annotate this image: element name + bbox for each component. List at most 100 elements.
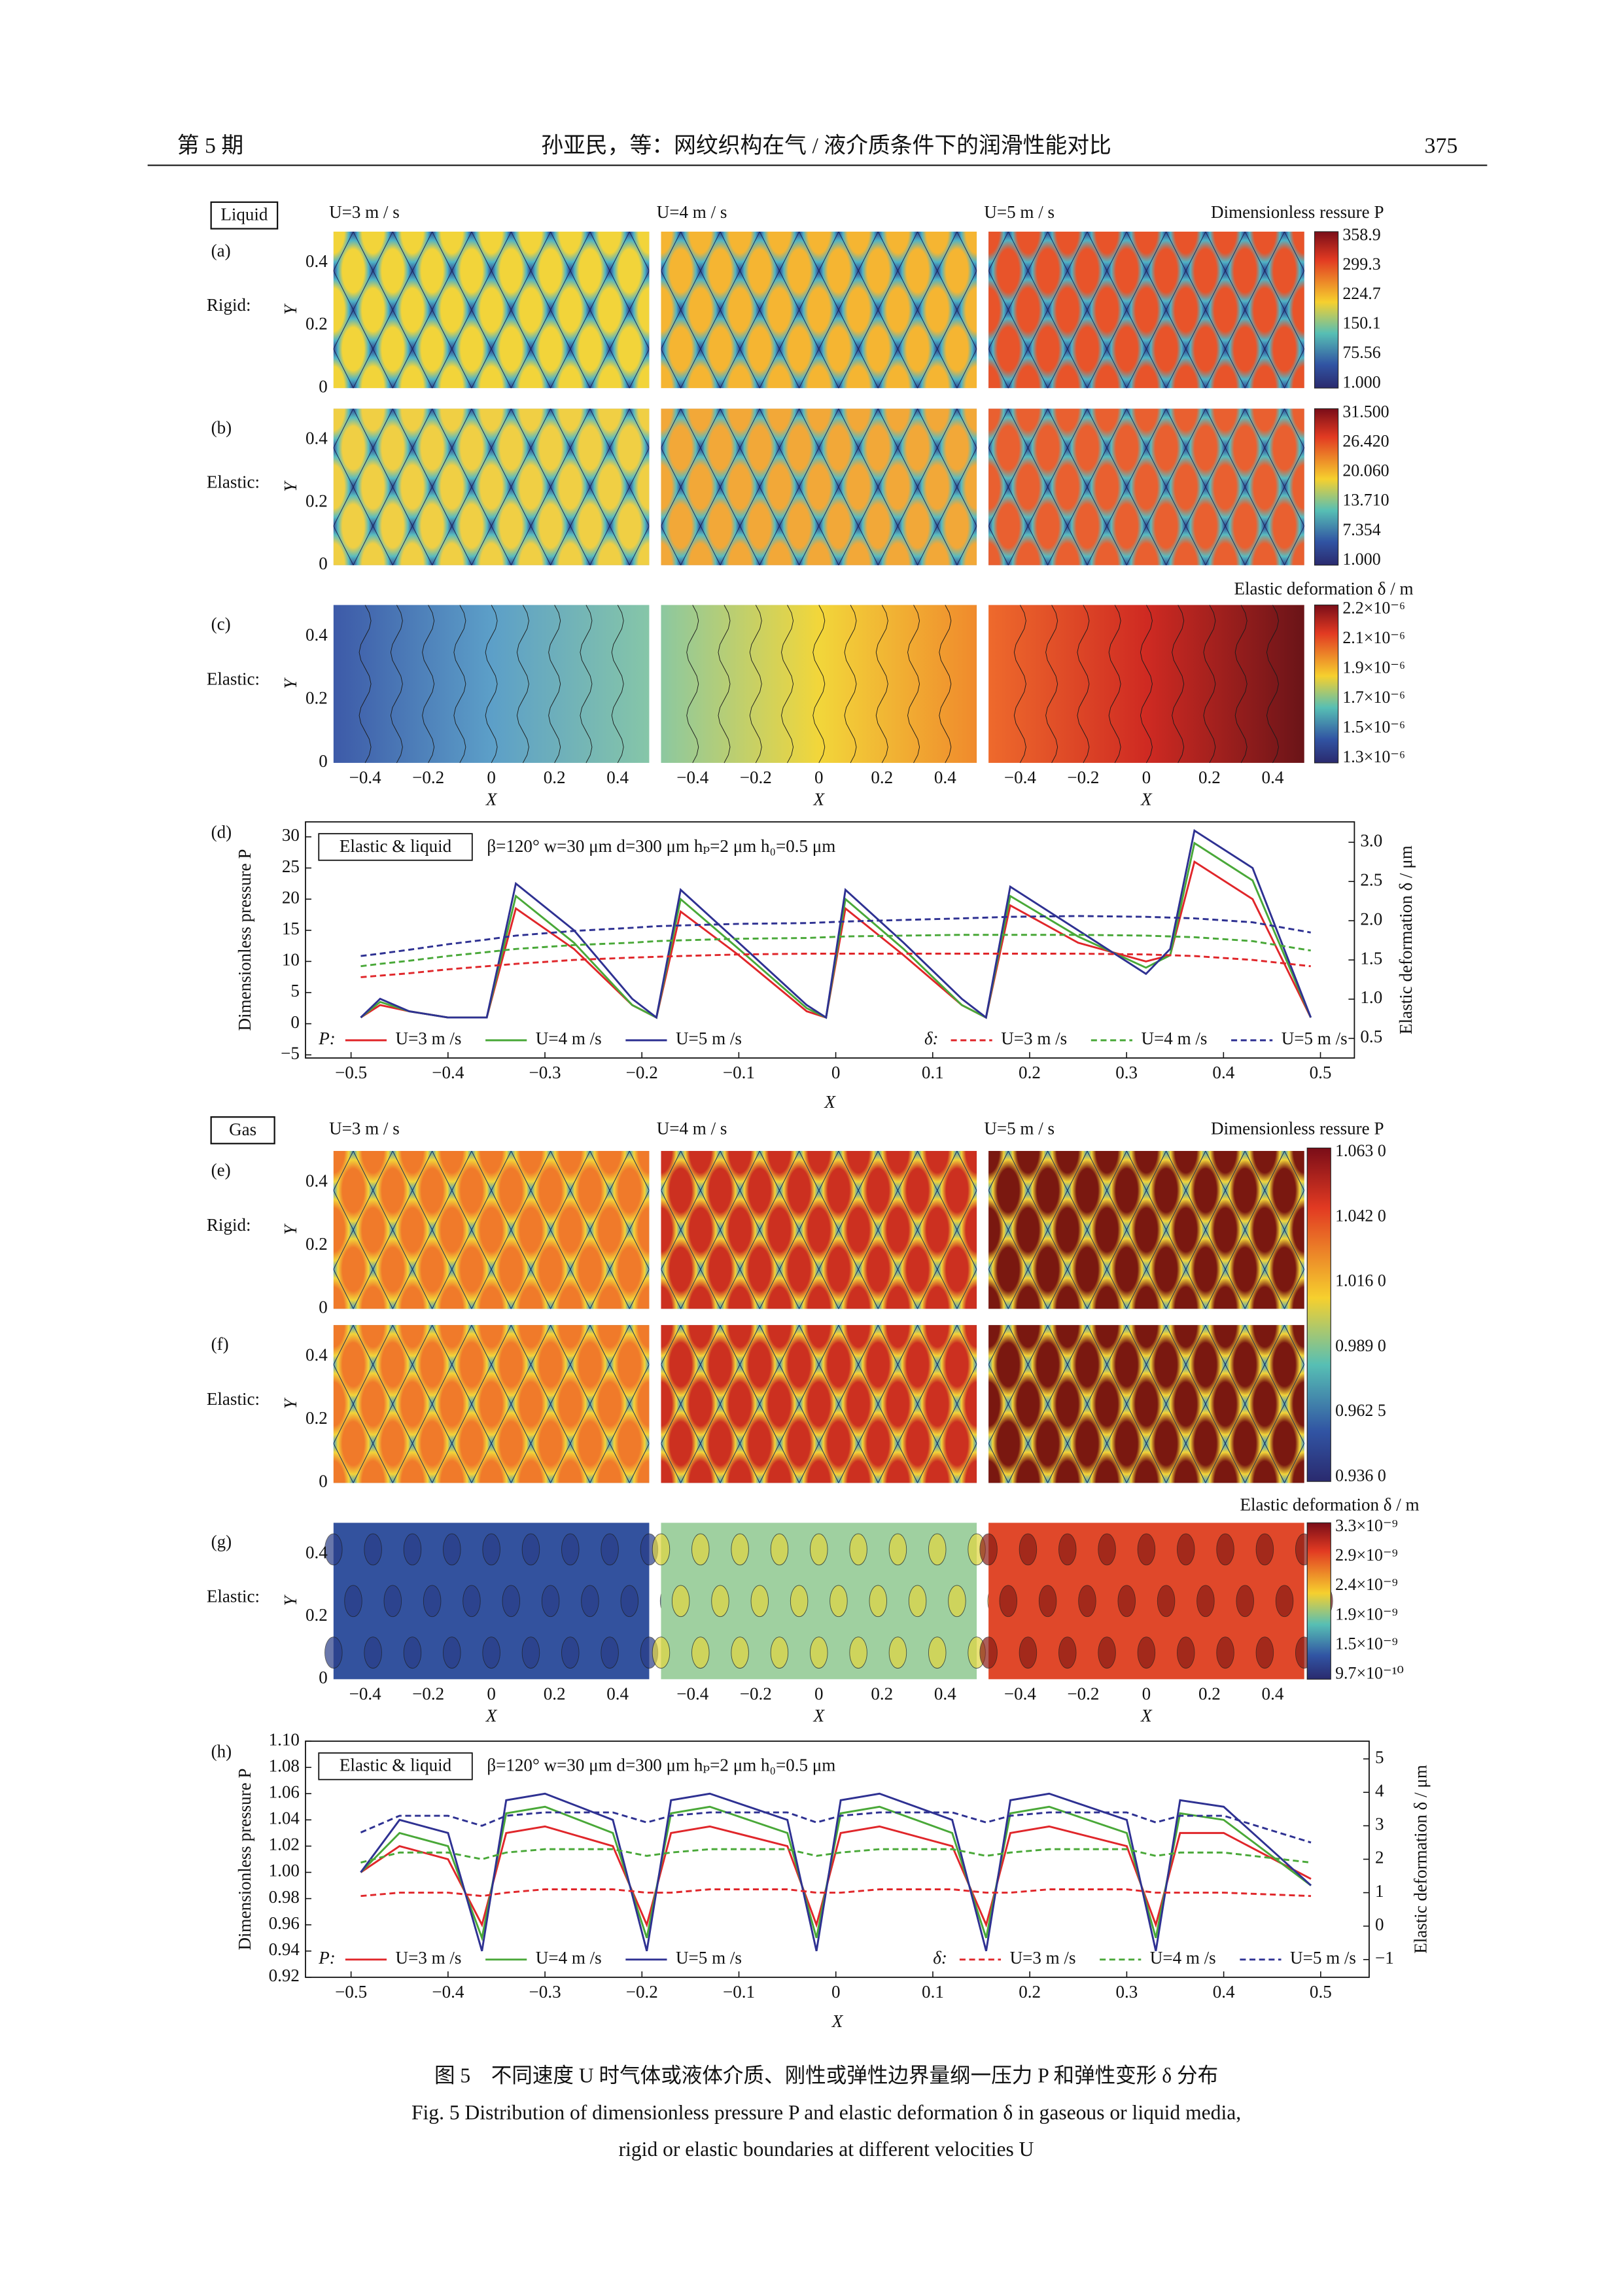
diamond	[1205, 348, 1246, 389]
diamond	[589, 1443, 630, 1483]
contour-blob	[364, 1533, 382, 1566]
map-y-tick: 0.4	[305, 429, 328, 448]
colorbar-label: 224.7	[1342, 284, 1380, 303]
diamond	[589, 525, 630, 565]
diamond	[589, 1268, 630, 1309]
panel-label: (c)	[211, 614, 231, 633]
colorbar-label: 20.060	[1342, 461, 1389, 480]
contour-line	[1013, 605, 1026, 764]
y-tick-label: 20	[282, 887, 300, 907]
map-x-tick: −0.2	[740, 1684, 772, 1703]
diamond	[988, 525, 1009, 565]
map-x-label: X	[1140, 790, 1153, 809]
map-row	[333, 408, 1304, 565]
diamond	[720, 348, 760, 389]
contour-line	[580, 605, 593, 764]
diamond	[988, 270, 1009, 350]
contour-line	[516, 605, 529, 764]
diamond	[629, 408, 650, 449]
legend-group: δ:	[933, 1948, 947, 1968]
medium-box	[210, 201, 279, 230]
diamond	[1007, 1268, 1049, 1309]
panel-label: (b)	[211, 417, 232, 437]
diamond	[661, 408, 682, 449]
map-y-tick: 0.4	[305, 1345, 328, 1365]
diamond	[661, 270, 682, 350]
series-line	[360, 1825, 1312, 1928]
contour-blob	[443, 1636, 461, 1669]
contour-blob	[691, 1636, 710, 1669]
colorbar-label: 1.7×10⁻⁶	[1342, 688, 1405, 707]
diamond	[353, 348, 393, 389]
diamond	[759, 525, 800, 565]
contour-blob	[1137, 1636, 1156, 1669]
contour-blob	[711, 1585, 729, 1617]
speed-label: U=3 m / s	[329, 1119, 400, 1139]
legend-label: U=3 m /s	[396, 1948, 462, 1968]
x-tick-label: −0.1	[723, 1063, 755, 1082]
contour-blob	[1098, 1533, 1116, 1566]
x-tick-label: −0.5	[335, 1063, 367, 1082]
diamond	[1087, 348, 1127, 389]
diamond	[471, 1443, 512, 1483]
diamond	[917, 1443, 958, 1483]
diamond	[629, 1325, 650, 1366]
diamond	[1284, 1364, 1304, 1445]
diamond	[988, 1325, 1009, 1366]
contour-line	[812, 605, 826, 764]
map-y-tick: 0	[319, 1668, 328, 1687]
contour-blob	[324, 1533, 343, 1566]
diamond	[956, 1364, 977, 1445]
diamond	[550, 1443, 591, 1483]
map-y-label: Y	[281, 303, 300, 315]
diamond	[1284, 1190, 1304, 1270]
contour-blob	[928, 1636, 947, 1669]
diamond	[661, 232, 682, 272]
colorbar-label: 75.56	[1342, 343, 1380, 362]
contour-line	[611, 605, 624, 764]
boundary-label: Elastic:	[207, 669, 260, 689]
diamond	[392, 1268, 433, 1309]
x-tick-label: 0.3	[1115, 1063, 1138, 1082]
colorbar-label: 1.5×10⁻⁹	[1335, 1634, 1398, 1653]
map-y-tick: 0.2	[305, 1234, 328, 1254]
map-x-tick: 0.2	[871, 768, 893, 787]
map-row	[333, 232, 1304, 389]
contour-blob	[1058, 1636, 1077, 1669]
diamond	[877, 1443, 918, 1483]
diamond	[988, 1190, 1009, 1270]
map-x-tick: 0	[487, 768, 496, 787]
diamond	[917, 1268, 958, 1309]
legend-label: U=4 m /s	[1150, 1948, 1216, 1968]
diamond	[799, 1443, 839, 1483]
contour-blob	[1216, 1533, 1234, 1566]
map-y-label: Y	[281, 1594, 300, 1606]
contour-blob	[948, 1585, 966, 1617]
contour-line	[548, 605, 561, 764]
map-x-label: X	[813, 790, 826, 809]
contour-blob	[1019, 1636, 1038, 1669]
contour-blob	[1137, 1533, 1156, 1566]
diamond	[550, 525, 591, 565]
map-x-tick: 0.2	[544, 1684, 566, 1703]
diamond	[838, 525, 879, 565]
contour-blob	[652, 1636, 671, 1669]
legend-label: U=3 m /s	[1001, 1029, 1067, 1048]
diamond	[1126, 1443, 1167, 1483]
diamond	[799, 525, 839, 565]
contour-blob	[1275, 1585, 1294, 1617]
colorbar	[1306, 1522, 1331, 1680]
contour-map	[661, 605, 977, 763]
y-axis-label: Dimensionless pressure P	[235, 1768, 254, 1950]
diamond	[956, 348, 977, 389]
y-tick-label: 1.02	[269, 1835, 300, 1854]
y-tick-label: 1.04	[269, 1809, 300, 1828]
y2-tick-label: −1	[1375, 1948, 1394, 1968]
map-y-tick: 0.2	[305, 1605, 328, 1625]
contour-blob	[1058, 1533, 1077, 1566]
map-x-tick: 0	[487, 1684, 496, 1703]
diamond	[799, 1268, 839, 1309]
diamond	[1284, 348, 1304, 389]
diamond	[1244, 525, 1285, 565]
series-line	[360, 915, 1311, 957]
